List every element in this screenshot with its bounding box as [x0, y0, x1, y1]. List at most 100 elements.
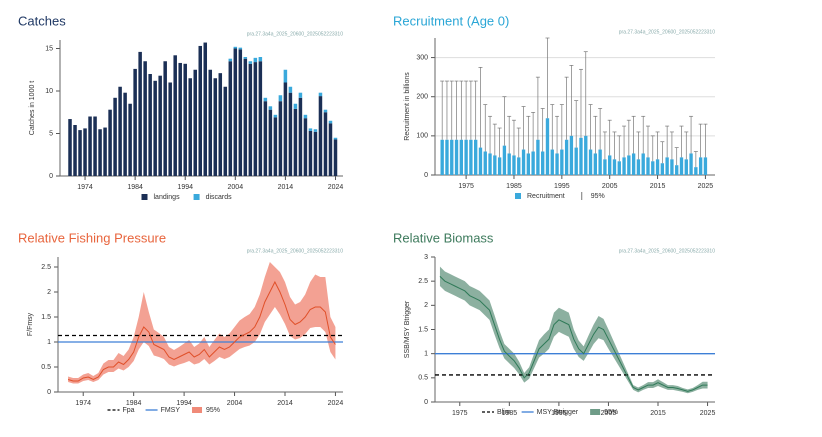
bar: [526, 153, 531, 175]
bar: [173, 55, 177, 176]
bar: [323, 109, 328, 113]
bar: [593, 153, 598, 175]
x-tick-label: 1985: [506, 183, 522, 190]
legend-label: 95%: [591, 193, 605, 200]
chart-title: Recruitment (Age 0): [393, 13, 509, 28]
y-tick-label: 0.5: [41, 364, 51, 371]
bar: [536, 139, 540, 175]
bar: [512, 155, 516, 175]
bar: [103, 127, 107, 176]
bar: [108, 109, 112, 176]
bar: [318, 92, 323, 97]
bar: [469, 139, 473, 175]
bar: [273, 117, 278, 176]
bar: [223, 86, 228, 176]
bar: [68, 119, 72, 176]
bar: [603, 159, 607, 175]
bar: [283, 69, 288, 83]
bar: [488, 153, 492, 175]
x-tick-label: 1995: [551, 410, 567, 417]
bar: [278, 95, 283, 102]
bar: [694, 167, 698, 175]
x-tick-label: 2014: [277, 400, 293, 407]
bar: [293, 108, 298, 176]
y-axis-label: F/Fmsy: [27, 312, 34, 336]
bar: [163, 61, 167, 176]
bar: [670, 159, 674, 175]
bar: [323, 112, 328, 176]
bar: [253, 62, 258, 176]
legend-label: 95%: [604, 409, 618, 416]
bar: [333, 137, 338, 140]
bar: [303, 114, 308, 119]
bar: [679, 157, 684, 175]
y-tick-label: 3: [424, 254, 428, 261]
bar: [622, 157, 626, 175]
bar: [83, 128, 87, 176]
y-tick-label: 1: [47, 339, 51, 346]
bar: [689, 153, 693, 175]
bar: [153, 80, 157, 176]
x-tick-label: 2005: [601, 410, 617, 417]
y-axis-label: SSB/MSY Btrigger: [404, 300, 411, 358]
bar: [545, 118, 550, 175]
x-tick-label: 2004: [227, 400, 243, 407]
legend-swatch: [193, 194, 200, 200]
bar: [288, 86, 293, 93]
bar: [665, 157, 669, 175]
bar: [333, 139, 338, 176]
chart-title: Relative Biomass: [393, 230, 494, 245]
y-axis-label: Recruitment in billions: [404, 72, 411, 141]
y-tick-label: 1.5: [418, 326, 428, 333]
x-tick-label: 1994: [176, 400, 192, 407]
bar: [258, 57, 263, 62]
bar: [73, 125, 77, 176]
y-tick-label: 2.5: [418, 278, 428, 285]
bar: [298, 92, 303, 98]
bar: [454, 139, 459, 175]
bar: [646, 157, 650, 175]
bar: [138, 51, 142, 176]
bar: [93, 116, 97, 176]
bar: [228, 58, 233, 62]
bar: [445, 139, 449, 175]
bar: [268, 106, 273, 110]
x-tick-label: 2014: [278, 184, 294, 191]
bar: [478, 147, 483, 175]
y-tick-label: 1.5: [41, 314, 51, 321]
bar: [474, 139, 478, 175]
bar: [588, 149, 593, 175]
x-tick-label: 1974: [75, 400, 91, 407]
bar: [233, 46, 238, 49]
bar: [497, 157, 502, 175]
bar: [238, 49, 243, 176]
y-tick-label: 1: [424, 351, 428, 358]
y-tick-label: 300: [416, 54, 428, 61]
y-tick-label: 0.5: [418, 375, 428, 382]
bar: [450, 139, 454, 175]
bar: [243, 57, 248, 59]
bar: [459, 139, 463, 175]
bar: [213, 78, 218, 176]
bar: [541, 151, 545, 175]
legend-swatch: [192, 407, 203, 413]
bar: [243, 58, 248, 177]
x-tick-label: 1974: [77, 184, 93, 191]
bar: [612, 159, 617, 175]
legend-swatch: [515, 193, 521, 199]
bar: [218, 73, 223, 176]
bar: [313, 131, 318, 176]
y-tick-label: 0: [424, 172, 428, 179]
y-tick-label: 10: [45, 88, 53, 95]
bar: [521, 149, 526, 175]
x-tick-label: 2025: [698, 183, 714, 190]
bar: [636, 159, 641, 175]
y-tick-label: 200: [416, 94, 428, 101]
bar: [550, 149, 554, 175]
legend-label: FMSY: [161, 407, 181, 414]
bar: [555, 153, 559, 175]
bar: [598, 149, 602, 175]
bar: [675, 165, 679, 175]
bar: [278, 101, 283, 176]
y-tick-label: 0: [47, 389, 51, 396]
